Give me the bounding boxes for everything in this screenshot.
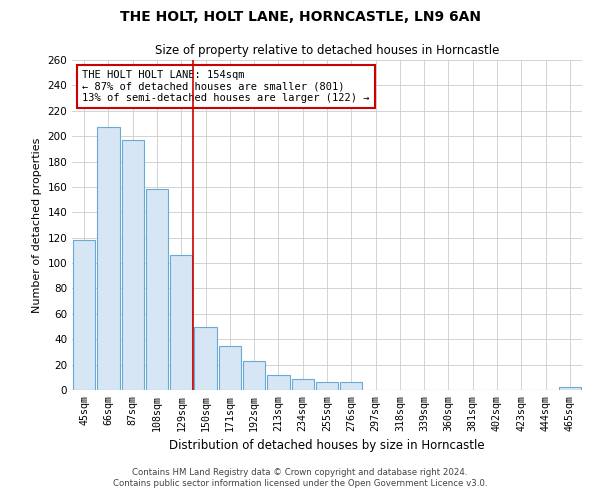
Bar [267,375,290,390]
Text: Contains HM Land Registry data © Crown copyright and database right 2024.
Contai: Contains HM Land Registry data © Crown c… [113,468,487,487]
Bar [243,361,265,390]
Bar [316,382,338,390]
Bar [194,326,217,390]
Bar [559,388,581,390]
Bar [340,382,362,390]
Bar [73,240,95,390]
Y-axis label: Number of detached properties: Number of detached properties [32,138,42,312]
Bar [146,190,168,390]
Bar [122,140,144,390]
Title: Size of property relative to detached houses in Horncastle: Size of property relative to detached ho… [155,44,499,58]
Bar [218,346,241,390]
X-axis label: Distribution of detached houses by size in Horncastle: Distribution of detached houses by size … [169,439,485,452]
Text: THE HOLT HOLT LANE: 154sqm
← 87% of detached houses are smaller (801)
13% of sem: THE HOLT HOLT LANE: 154sqm ← 87% of deta… [82,70,370,103]
Text: THE HOLT, HOLT LANE, HORNCASTLE, LN9 6AN: THE HOLT, HOLT LANE, HORNCASTLE, LN9 6AN [119,10,481,24]
Bar [170,256,193,390]
Bar [292,378,314,390]
Bar [97,128,119,390]
